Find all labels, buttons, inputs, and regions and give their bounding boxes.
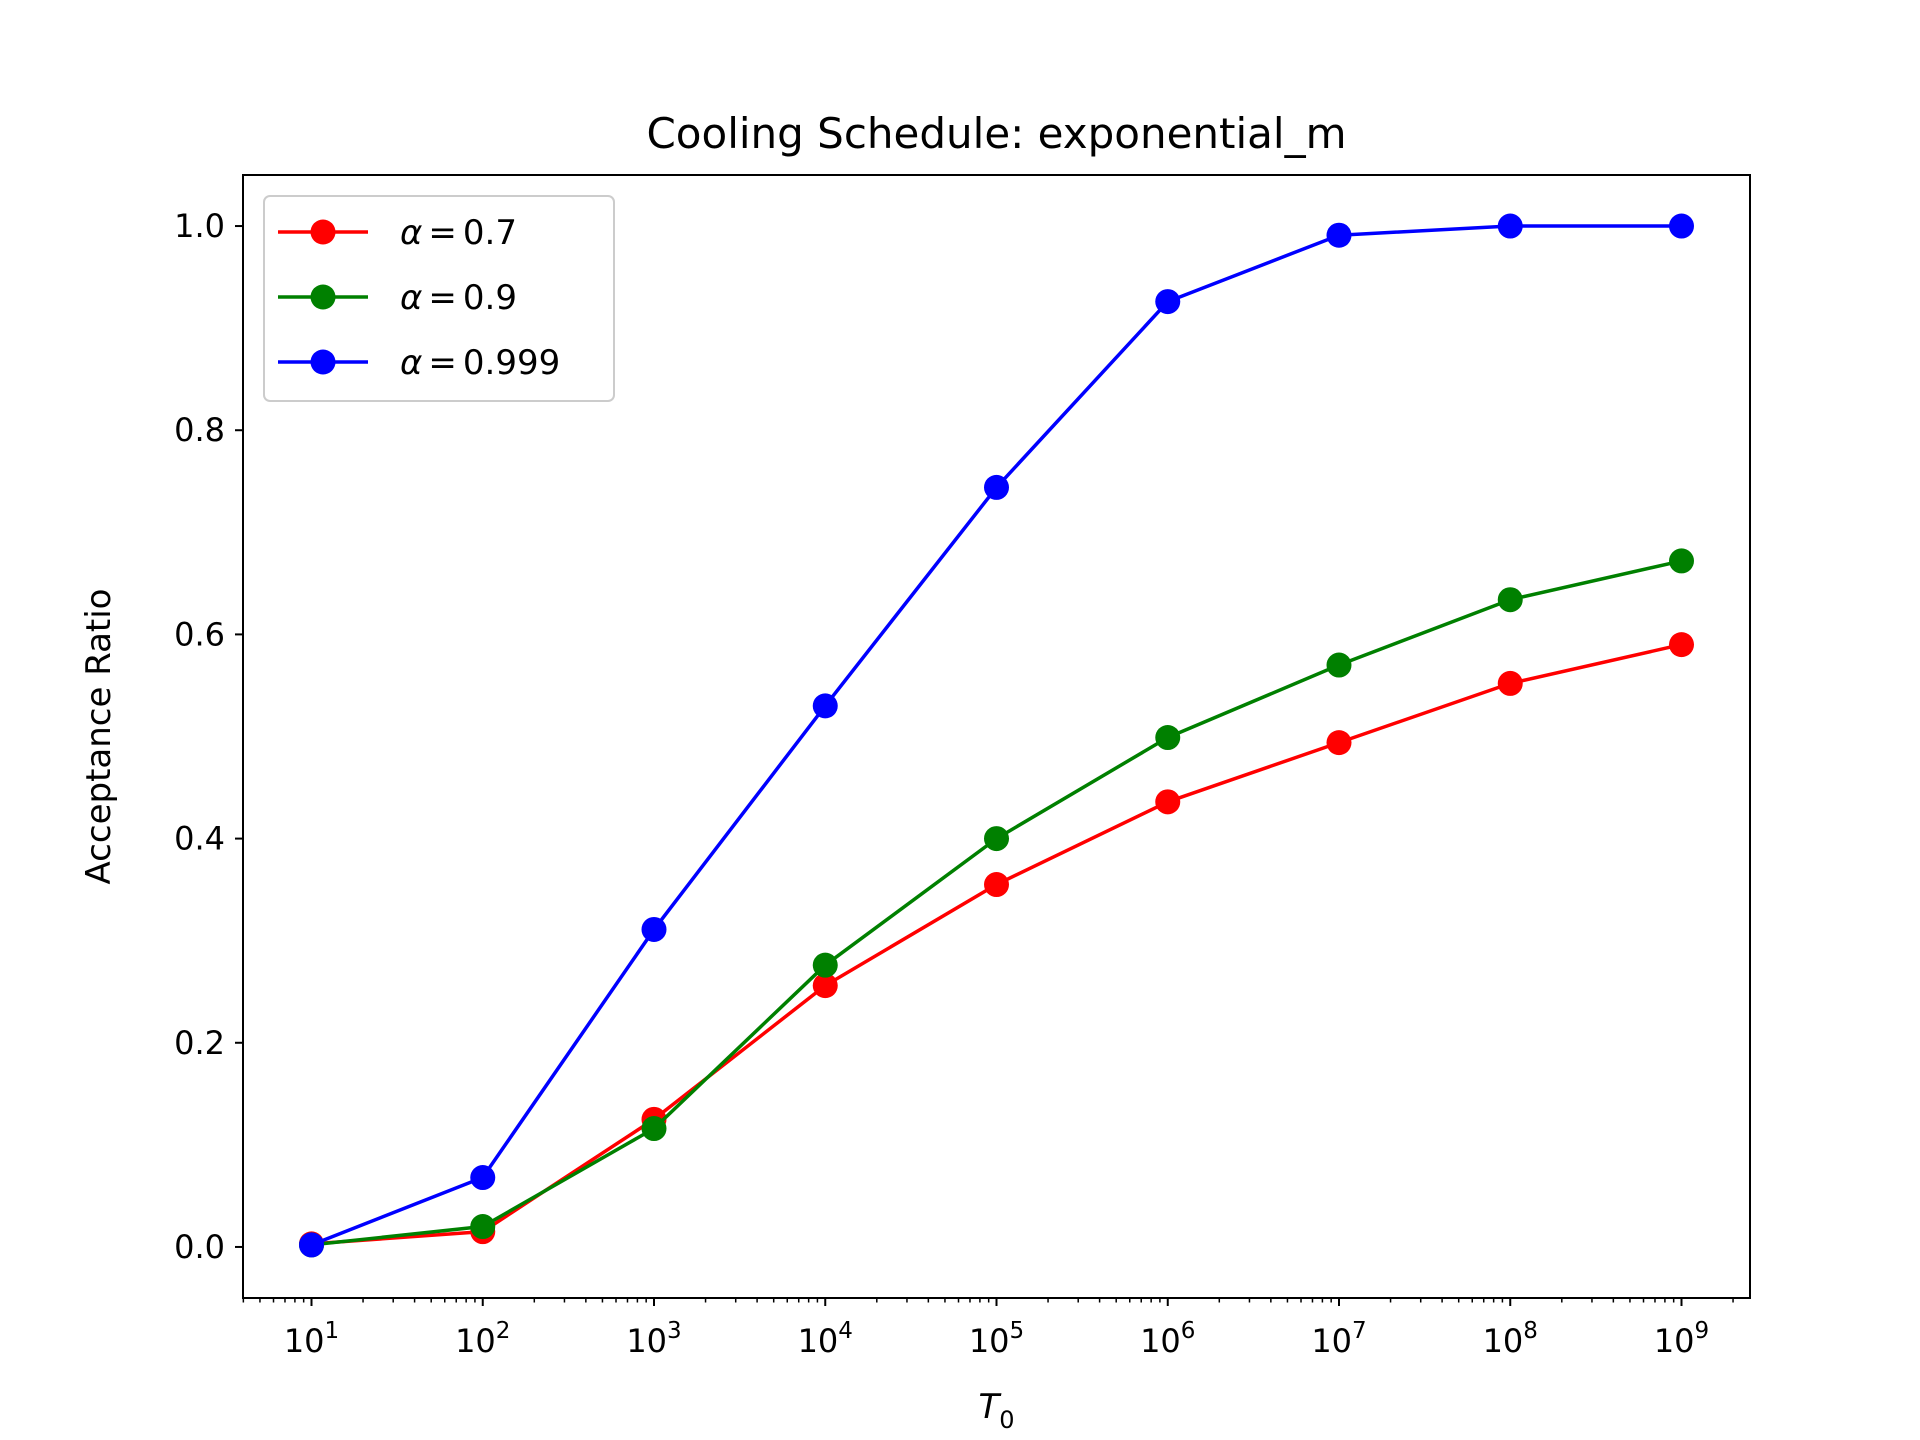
x-tick-label-base: 10: [284, 1322, 325, 1360]
legend-label-equals: =: [428, 343, 457, 383]
series-2: [299, 213, 1694, 1258]
x-tick-label: 108: [1483, 1318, 1538, 1360]
legend-label: α = 0.999: [400, 343, 560, 383]
x-tick-label-base: 10: [1311, 1322, 1352, 1360]
data-point: [984, 826, 1009, 852]
data-point: [641, 916, 667, 942]
legend-label-value: 0.999: [463, 343, 560, 383]
x-tick-label-base: 10: [798, 1322, 839, 1360]
legend-label-symbol: α: [400, 278, 422, 318]
x-tick-label: 101: [284, 1318, 339, 1360]
data-point: [1326, 652, 1352, 678]
x-tick-label-base: 10: [455, 1322, 496, 1360]
data-point: [470, 1165, 496, 1191]
y-tick-label: 0.0: [174, 1228, 225, 1266]
data-point: [1497, 587, 1523, 613]
data-point: [1155, 789, 1181, 815]
x-tick-label-base: 10: [1483, 1322, 1524, 1360]
data-point: [812, 973, 838, 999]
x-tick-label-exponent: 2: [496, 1318, 511, 1344]
x-tick-label-exponent: 8: [1523, 1318, 1538, 1344]
series-1: [299, 548, 1694, 1258]
x-tick-label: 107: [1311, 1318, 1366, 1360]
data-point: [1155, 725, 1181, 751]
data-point: [299, 1232, 324, 1258]
data-point: [1497, 213, 1523, 239]
x-tick-label-exponent: 7: [1352, 1318, 1367, 1344]
data-point: [812, 952, 838, 978]
y-tick-label: 0.8: [174, 411, 225, 449]
y-tick-label: 1.0: [174, 207, 225, 245]
x-tick-label-base: 10: [626, 1322, 667, 1360]
legend-label-symbol: α: [400, 213, 422, 253]
data-point: [1669, 548, 1694, 574]
legend-label-value: 0.7: [463, 213, 517, 253]
x-tick-label-base: 10: [969, 1322, 1010, 1360]
x-tick-label-exponent: 3: [667, 1318, 682, 1344]
x-tick-label-exponent: 9: [1695, 1318, 1710, 1344]
plot-area: [299, 213, 1694, 1258]
legend-label-equals: =: [428, 278, 457, 318]
data-point: [1155, 289, 1181, 315]
data-point: [470, 1214, 496, 1240]
x-tick-label-base: 10: [1654, 1322, 1695, 1360]
legend-label-value: 0.9: [463, 278, 517, 318]
x-tick-label: 103: [626, 1318, 681, 1360]
x-axis-label-main: T: [978, 1387, 1001, 1427]
legend-item: α = 0.9: [278, 278, 517, 318]
x-tick-label-base: 10: [1140, 1322, 1181, 1360]
data-point: [984, 872, 1009, 898]
legend: α = 0.7α = 0.9α = 0.999: [263, 195, 615, 402]
y-tick-label: 0.2: [174, 1024, 225, 1062]
x-tick-label: 105: [969, 1318, 1024, 1360]
x-tick-label: 102: [455, 1318, 510, 1360]
y-tick-label: 0.4: [174, 820, 225, 858]
y-tick-label: 0.6: [174, 615, 225, 653]
legend-marker: [310, 219, 336, 245]
legend-item: α = 0.999: [278, 343, 560, 383]
x-tick-label-exponent: 6: [1181, 1318, 1196, 1344]
x-tick-label-exponent: 5: [1010, 1318, 1025, 1344]
data-point: [1497, 670, 1523, 696]
x-tick-label-exponent: 1: [325, 1318, 340, 1344]
data-point: [1326, 730, 1352, 756]
data-point: [1669, 632, 1694, 658]
x-axis: 101 102 103 104 105 106 107 108 109: [242, 1298, 1734, 1360]
x-axis-label: T0: [978, 1387, 1014, 1434]
legend-box: [263, 195, 615, 402]
chart-title: Cooling Schedule: exponential_m: [646, 109, 1346, 158]
data-point: [1669, 213, 1694, 239]
legend-label-equals: =: [428, 213, 457, 253]
x-tick-label: 109: [1654, 1318, 1709, 1360]
y-axis-label: Acceptance Ratio: [79, 589, 119, 885]
x-tick-label: 106: [1140, 1318, 1195, 1360]
x-tick-label: 104: [798, 1318, 853, 1360]
data-point: [641, 1116, 667, 1142]
data-point: [984, 474, 1009, 500]
x-tick-label-exponent: 4: [838, 1318, 853, 1344]
legend-label: α = 0.7: [400, 213, 517, 253]
legend-marker: [310, 349, 336, 375]
x-axis-label-subscript: 0: [999, 1406, 1014, 1434]
y-axis: 0.0 0.2 0.4 0.6 0.8 1.0: [174, 207, 243, 1266]
data-point: [1326, 222, 1352, 248]
data-point: [812, 693, 838, 719]
legend-item: α = 0.7: [278, 213, 517, 253]
legend-label-symbol: α: [400, 343, 422, 383]
legend-marker: [310, 284, 336, 310]
legend-label: α = 0.9: [400, 278, 517, 318]
